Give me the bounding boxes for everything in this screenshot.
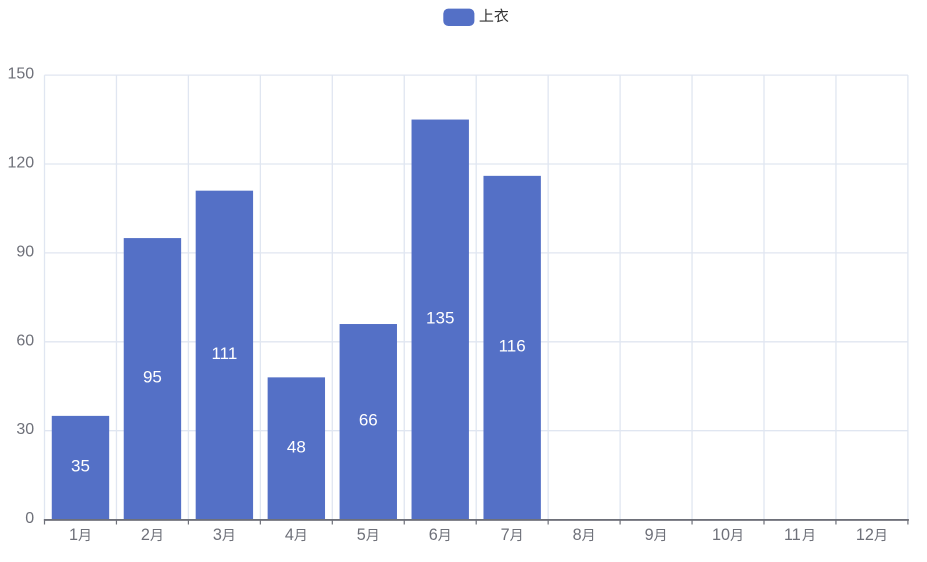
svg-text:11: 11 bbox=[784, 526, 801, 544]
svg-text:9: 9 bbox=[645, 526, 654, 544]
svg-text:150: 150 bbox=[7, 66, 34, 83]
svg-text:66: 66 bbox=[359, 411, 378, 430]
svg-text:48: 48 bbox=[287, 437, 306, 456]
svg-text:2: 2 bbox=[141, 526, 150, 544]
svg-text:120: 120 bbox=[7, 155, 34, 172]
svg-text:95: 95 bbox=[143, 368, 162, 387]
svg-text:116: 116 bbox=[499, 337, 526, 356]
svg-text:0: 0 bbox=[25, 510, 34, 527]
svg-text:30: 30 bbox=[16, 421, 34, 438]
svg-text:1: 1 bbox=[69, 526, 78, 544]
svg-text:10: 10 bbox=[712, 526, 730, 544]
svg-text:7: 7 bbox=[501, 526, 510, 544]
svg-text:3: 3 bbox=[213, 526, 222, 544]
svg-text:111: 111 bbox=[211, 344, 237, 363]
svg-text:60: 60 bbox=[16, 332, 34, 349]
svg-text:90: 90 bbox=[16, 243, 34, 260]
svg-text:6: 6 bbox=[429, 526, 438, 544]
svg-text:35: 35 bbox=[71, 457, 90, 476]
svg-text:8: 8 bbox=[573, 526, 582, 544]
svg-text:5: 5 bbox=[357, 526, 366, 544]
svg-text:12: 12 bbox=[856, 526, 874, 544]
svg-text:4: 4 bbox=[285, 526, 294, 544]
svg-text:135: 135 bbox=[426, 308, 454, 327]
